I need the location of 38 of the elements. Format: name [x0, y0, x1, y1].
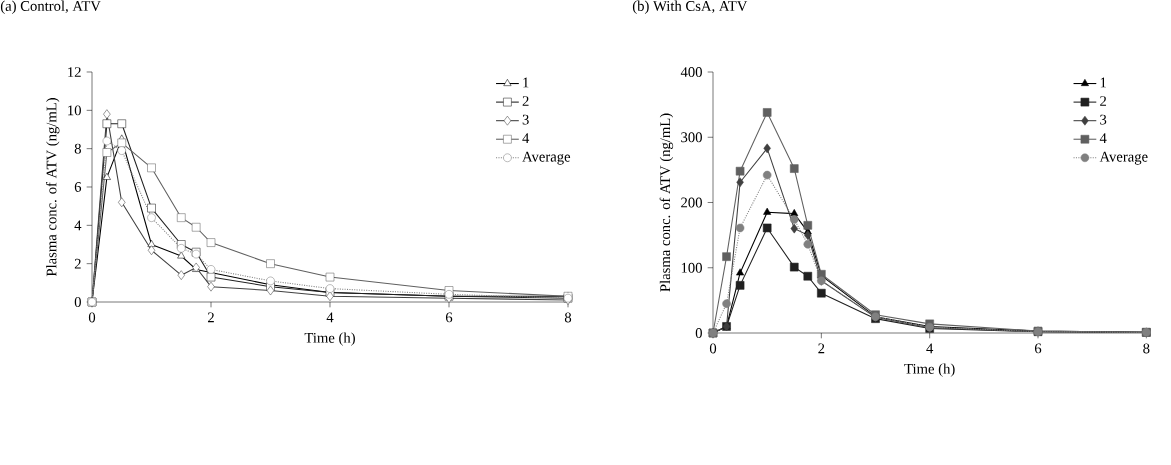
y-tick-label: 300 [681, 132, 702, 143]
x-tick-label: 0 [88, 312, 96, 323]
y-tick-label: 8 [74, 143, 81, 154]
chart-title: (b) With CsA, ATV [632, 0, 748, 14]
x-tick-label: 6 [1034, 343, 1042, 354]
y-axis-title: Plasma conc. of ATV (ng/mL) [659, 113, 674, 292]
y-tick-label: 0 [695, 328, 702, 338]
y-tick-label: 6 [74, 182, 82, 192]
x-tick-label: 8 [1143, 343, 1150, 354]
x-axis-title: Time (h) [304, 332, 355, 346]
x-tick-label: 0 [709, 343, 717, 354]
y-tick-label: 12 [68, 67, 81, 77]
x-tick-label: 8 [564, 312, 572, 323]
y-tick-label: 200 [681, 197, 702, 208]
y-tick-label: 100 [681, 262, 702, 273]
x-tick-label: 4 [926, 343, 934, 354]
y-tick-label: 10 [68, 105, 81, 116]
x-tick-label: 4 [326, 312, 334, 323]
x-tick-label: 6 [445, 312, 453, 323]
x-tick-label: 2 [207, 312, 214, 323]
chart-title: (a) Control, ATV [0, 0, 101, 14]
y-tick-label: 400 [680, 67, 702, 77]
y-axis-title: Plasma conc. of ATV (ng/mL) [45, 98, 60, 277]
legend-label: 1 [523, 77, 529, 88]
legend-label: Average [522, 151, 571, 165]
y-tick-label: 2 [74, 258, 81, 269]
legend-label: 1 [1100, 77, 1106, 88]
legend-label: 2 [1100, 96, 1107, 106]
y-tick-label: 0 [74, 297, 81, 307]
x-axis-title: Time (h) [904, 363, 955, 377]
legend-label: 4 [1099, 133, 1107, 143]
legend-label: 4 [522, 133, 530, 143]
legend-label: 3 [1100, 114, 1107, 125]
legend-label: 3 [522, 114, 529, 125]
legend-label: Average [1099, 151, 1148, 165]
y-tick-label: 4 [74, 220, 82, 231]
legend-label: 2 [522, 96, 529, 106]
x-tick-label: 2 [818, 343, 825, 354]
